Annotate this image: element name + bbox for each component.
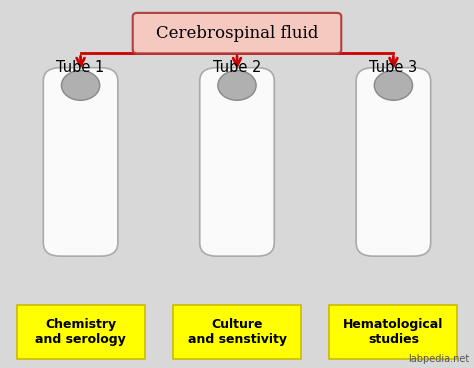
Ellipse shape — [62, 71, 100, 100]
FancyBboxPatch shape — [133, 13, 341, 53]
Text: Tube 2: Tube 2 — [213, 60, 261, 75]
FancyBboxPatch shape — [329, 305, 457, 358]
FancyBboxPatch shape — [43, 68, 118, 256]
Text: Tube 1: Tube 1 — [56, 60, 105, 75]
FancyBboxPatch shape — [173, 305, 301, 358]
Text: labpedia.net: labpedia.net — [408, 354, 469, 364]
FancyBboxPatch shape — [200, 68, 274, 256]
Text: Chemistry
and serology: Chemistry and serology — [35, 318, 126, 346]
FancyBboxPatch shape — [17, 305, 145, 358]
Text: Tube 3: Tube 3 — [369, 60, 418, 75]
Text: Hematological
studies: Hematological studies — [343, 318, 444, 346]
FancyBboxPatch shape — [356, 68, 431, 256]
Text: Culture
and senstivity: Culture and senstivity — [188, 318, 286, 346]
Text: Cerebrospinal fluid: Cerebrospinal fluid — [156, 25, 318, 42]
Ellipse shape — [218, 71, 256, 100]
Ellipse shape — [374, 71, 412, 100]
